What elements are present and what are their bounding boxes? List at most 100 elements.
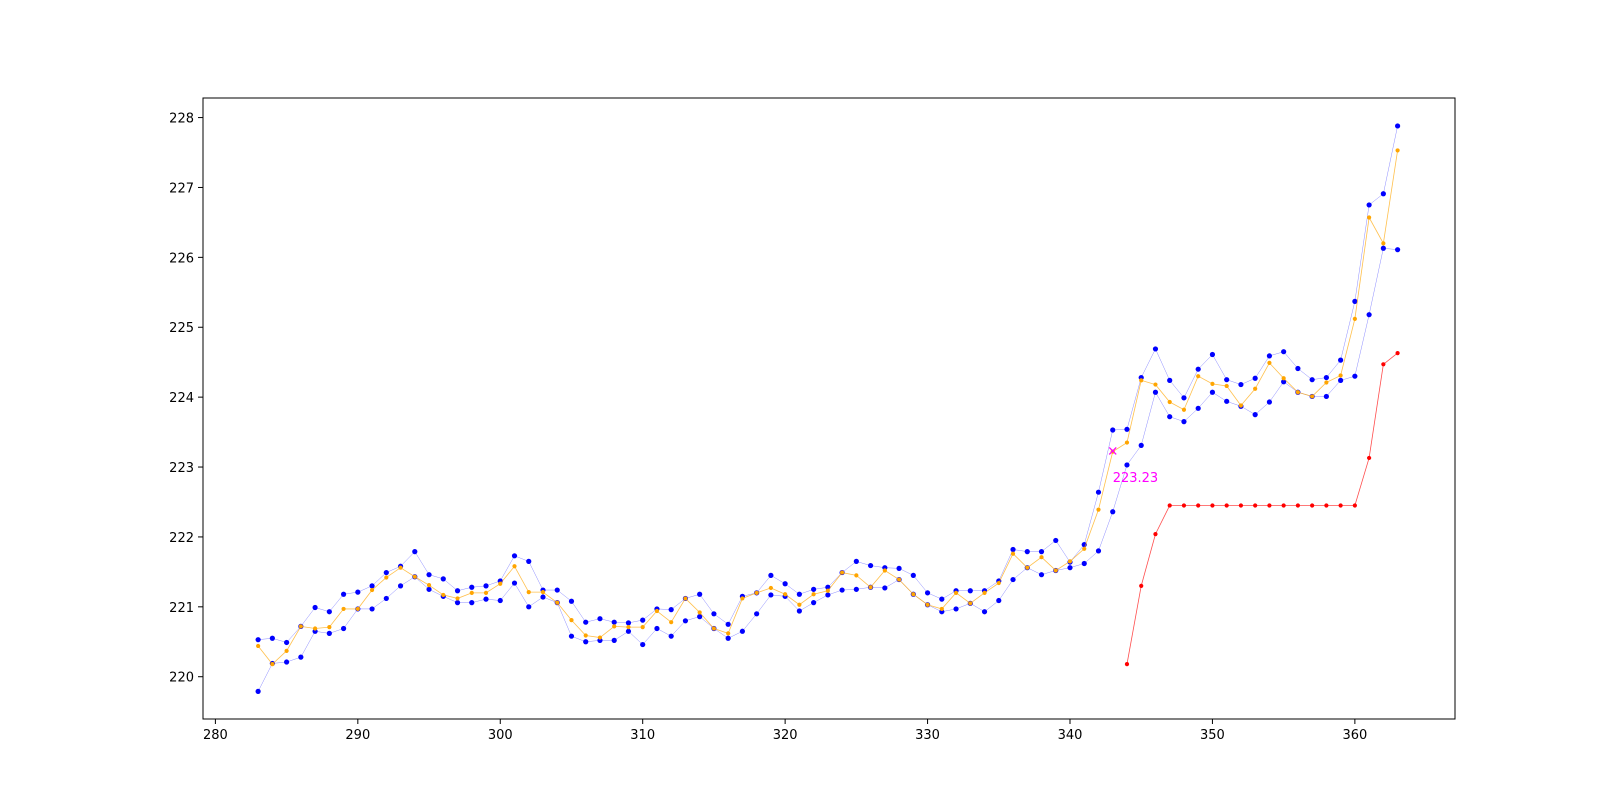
data-point [1024,549,1030,555]
data-point [1095,548,1102,554]
data-point [1366,202,1372,208]
data-point [568,598,575,604]
x-tick-label: 300 [488,728,513,743]
x-tick-label: 360 [1342,728,1367,743]
data-point [654,625,660,632]
data-point [256,643,261,649]
data-point [1139,583,1144,588]
data-point [369,587,375,593]
data-point [711,611,717,617]
data-point [825,588,830,593]
data-point [1395,148,1400,153]
data-point [298,624,303,629]
data-point [583,639,589,645]
data-point [625,620,632,626]
data-point [910,572,916,578]
y-tick-label: 223 [169,461,194,476]
data-point [1152,389,1159,395]
data-point [911,592,916,597]
data-point [454,600,461,606]
data-point [1323,393,1329,400]
data-point [555,600,560,605]
data-point [1138,442,1144,448]
y-tick-label: 220 [169,671,194,686]
data-point [512,564,517,569]
data-point [1323,374,1329,381]
data-point [1394,123,1401,129]
data-point [1253,503,1258,508]
data-point [1095,489,1102,495]
data-point [967,588,973,594]
data-point [1195,405,1201,411]
data-point [925,602,930,607]
data-point [839,587,845,593]
data-point [996,597,1002,604]
data-point [298,654,304,660]
data-point [1082,546,1087,551]
y-tick-label: 222 [169,531,194,546]
data-point [412,549,418,555]
data-point [1367,455,1372,461]
data-point [1252,412,1258,418]
data-point [1310,394,1315,399]
data-point [853,586,859,592]
data-point [1281,503,1286,508]
data-point [811,586,817,592]
data-point [326,609,332,615]
data-point [1367,215,1372,220]
data-point [454,588,461,594]
plot: 223.23 [255,123,1401,694]
data-point [1210,381,1215,386]
data-point [697,614,703,620]
data-point [1366,312,1372,318]
data-point [398,565,403,570]
data-point [796,591,802,597]
data-point [1381,241,1386,246]
data-point [1196,503,1201,508]
data-point [469,600,475,606]
data-point [327,624,332,630]
data-point [739,628,745,634]
data-point [369,583,375,589]
annotation-label: 223.23 [1113,471,1159,486]
data-point [982,590,987,595]
data-point [1195,366,1201,372]
data-point [569,618,574,623]
data-point [255,637,261,643]
data-point [1124,440,1130,445]
data-point [611,637,617,643]
data-point [1295,503,1300,508]
data-point [1224,377,1230,383]
data-point [497,597,503,604]
data-point [811,592,816,597]
data-point [540,590,546,595]
data-point [255,688,261,694]
data-point [568,633,575,639]
data-point [1210,503,1215,508]
data-point [498,581,503,586]
data-point [312,626,318,631]
data-point [1238,381,1244,388]
data-point [625,628,632,634]
data-point [953,606,959,612]
data-point [840,570,845,575]
data-point [896,577,902,582]
data-point [853,558,859,564]
data-point [1324,503,1329,508]
data-point [1167,414,1173,420]
data-point [1281,349,1287,355]
x-tick-label: 350 [1200,728,1225,743]
data-point [284,659,290,665]
data-point [383,569,389,576]
data-point [996,580,1001,586]
data-point [725,621,731,627]
data-point [924,590,931,596]
data-point [1352,503,1357,508]
data-point [340,591,347,597]
data-point [355,606,360,612]
data-point [740,596,745,601]
data-point [1181,419,1187,425]
data-point [953,590,959,595]
